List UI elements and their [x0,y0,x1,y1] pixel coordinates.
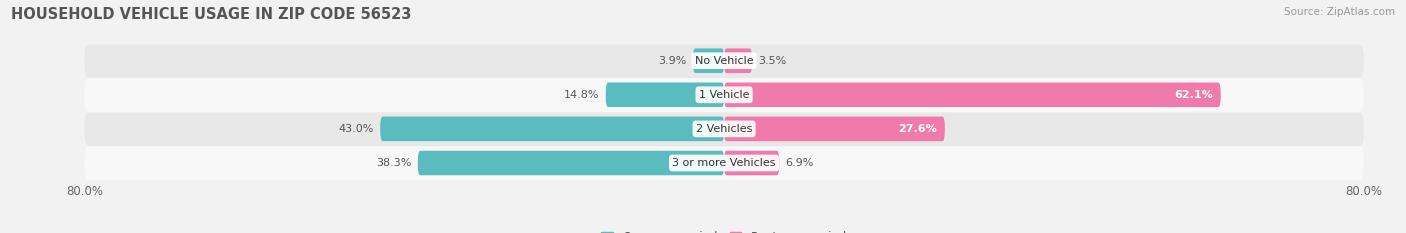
FancyBboxPatch shape [693,48,724,73]
FancyBboxPatch shape [84,147,1364,180]
Text: 1 Vehicle: 1 Vehicle [699,90,749,100]
FancyBboxPatch shape [380,116,724,141]
Text: 62.1%: 62.1% [1174,90,1213,100]
FancyBboxPatch shape [724,48,752,73]
FancyBboxPatch shape [724,116,945,141]
Text: Source: ZipAtlas.com: Source: ZipAtlas.com [1284,7,1395,17]
FancyBboxPatch shape [84,79,1364,112]
Text: 38.3%: 38.3% [375,158,412,168]
FancyBboxPatch shape [418,151,724,175]
Text: 6.9%: 6.9% [786,158,814,168]
Text: 14.8%: 14.8% [564,90,599,100]
Text: No Vehicle: No Vehicle [695,56,754,66]
FancyBboxPatch shape [84,113,1364,146]
Text: 27.6%: 27.6% [898,124,936,134]
Text: 3.9%: 3.9% [658,56,686,66]
FancyBboxPatch shape [724,82,1220,107]
Text: 3 or more Vehicles: 3 or more Vehicles [672,158,776,168]
Legend: Owner-occupied, Renter-occupied: Owner-occupied, Renter-occupied [596,226,852,233]
Text: 3.5%: 3.5% [758,56,787,66]
Text: 2 Vehicles: 2 Vehicles [696,124,752,134]
FancyBboxPatch shape [606,82,724,107]
Text: HOUSEHOLD VEHICLE USAGE IN ZIP CODE 56523: HOUSEHOLD VEHICLE USAGE IN ZIP CODE 5652… [11,7,412,22]
FancyBboxPatch shape [724,151,779,175]
Text: 43.0%: 43.0% [339,124,374,134]
FancyBboxPatch shape [84,44,1364,78]
